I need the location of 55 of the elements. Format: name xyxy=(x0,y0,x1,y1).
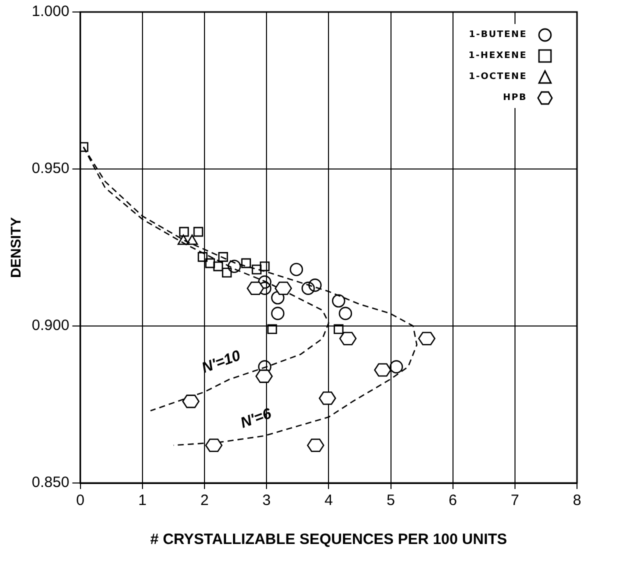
point xyxy=(308,278,322,292)
x-axis-title: # CRYSTALLIZABLE SEQUENCES PER 100 UNITS xyxy=(150,531,508,548)
point xyxy=(205,258,215,268)
point xyxy=(246,282,264,296)
point xyxy=(258,275,272,289)
point xyxy=(182,394,200,408)
point xyxy=(178,234,190,245)
y-tick-label: 1.000 xyxy=(32,3,70,20)
y-tick-label: 0.950 xyxy=(32,160,70,178)
legend-label: 1-HEXENE xyxy=(468,50,527,60)
point xyxy=(193,226,204,237)
x-tick-label: 8 xyxy=(572,492,582,510)
point xyxy=(332,294,346,308)
point xyxy=(338,306,352,320)
point xyxy=(267,324,278,334)
x-tick-label: 0 xyxy=(76,492,85,510)
point xyxy=(198,252,208,262)
point xyxy=(418,332,436,346)
x-tick-label: 7 xyxy=(510,492,520,510)
point xyxy=(306,438,324,452)
point xyxy=(186,234,198,245)
point xyxy=(260,261,270,272)
point xyxy=(205,438,222,452)
point xyxy=(228,260,241,273)
x-tick-label: 3 xyxy=(262,492,271,510)
point xyxy=(255,370,273,383)
point xyxy=(334,324,344,334)
x-tick-label: 1 xyxy=(138,492,147,510)
point xyxy=(222,268,232,278)
point xyxy=(318,392,336,405)
point xyxy=(390,360,403,374)
y-tick-label: 0.850 xyxy=(32,474,70,492)
x-tick-label: 5 xyxy=(386,492,395,510)
point xyxy=(179,226,189,237)
point xyxy=(274,282,292,296)
point xyxy=(374,363,392,377)
point xyxy=(252,264,262,274)
point xyxy=(302,282,315,295)
y-axis-title: DENSITY xyxy=(7,216,24,278)
legend-label: HPB xyxy=(503,92,527,102)
point xyxy=(213,261,224,272)
point xyxy=(241,258,251,268)
legend-label: 1-BUTENE xyxy=(468,30,527,40)
x-tick-label: 4 xyxy=(324,492,333,510)
point xyxy=(290,262,304,276)
x-tick-label: 6 xyxy=(448,492,458,510)
y-tick-label: 0.900 xyxy=(32,317,70,334)
legend-label: 1-OCTENE xyxy=(468,72,527,82)
point xyxy=(258,360,272,374)
text: N'=6 xyxy=(238,404,274,432)
point xyxy=(271,291,284,304)
point xyxy=(218,252,228,262)
point xyxy=(271,306,284,320)
point xyxy=(339,332,357,346)
x-tick-label: 2 xyxy=(200,492,209,510)
